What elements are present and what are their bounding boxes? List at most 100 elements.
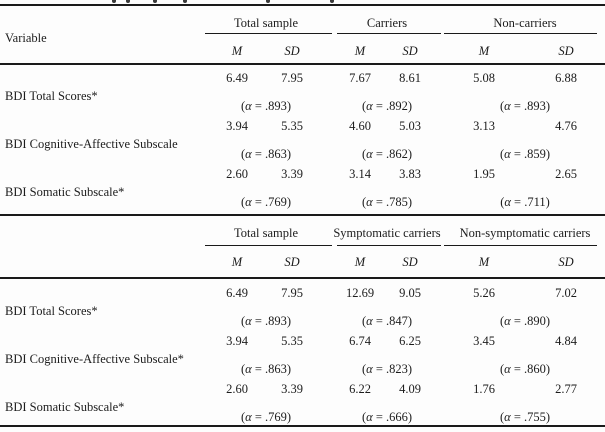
col-header-m: M: [231, 44, 243, 58]
header-bottom-rule: [0, 63, 605, 65]
cell-mean: 3.94: [226, 334, 248, 348]
table-row: BDI Cognitive-Affective Subscale* 3.94 5…: [0, 329, 605, 377]
cell-mean: 6.74: [349, 334, 371, 348]
row-label: BDI Total Scores*: [5, 304, 98, 318]
group-underline: [205, 33, 332, 34]
table-row: BDI Total Scores* 6.49 7.95 7.67 8.61 5.…: [0, 66, 605, 114]
cell-mean: 6.22: [349, 382, 371, 396]
group-header-total-sample: Total sample: [233, 16, 299, 30]
group-underline: [444, 33, 597, 34]
row-label: BDI Cognitive-Affective Subscale: [5, 137, 178, 151]
cell-mean: 12.69: [345, 286, 375, 300]
col-header-sd: SD: [284, 255, 300, 269]
cell-sd: 3.39: [281, 382, 303, 396]
cell-mean: 6.49: [226, 286, 248, 300]
cell-alpha: (α = .893): [499, 99, 551, 113]
cell-mean: 1.95: [473, 167, 495, 181]
cell-alpha: (α = .890): [499, 314, 551, 328]
cell-sd: 4.76: [555, 119, 577, 133]
cell-alpha: (α = .863): [240, 147, 292, 161]
col-header-sd: SD: [402, 44, 418, 58]
cell-sd: 8.61: [399, 71, 421, 85]
cell-sd: 9.05: [399, 286, 421, 300]
text-remnant-mark: [266, 0, 270, 3]
group-underline: [205, 245, 332, 246]
cell-sd: 7.95: [281, 71, 303, 85]
cell-mean: 3.14: [349, 167, 371, 181]
cell-mean: 5.26: [473, 286, 495, 300]
table-row: BDI Somatic Subscale* 2.60 3.39 6.22 4.0…: [0, 377, 605, 425]
cell-sd: 4.09: [399, 382, 421, 396]
row-label: BDI Total Scores*: [5, 89, 98, 103]
table-bottom-rule: [0, 425, 605, 427]
cell-sd: 2.77: [555, 382, 577, 396]
cell-alpha: (α = .893): [240, 99, 292, 113]
group-header-non-symptomatic-carriers: Non-symptomatic carriers: [459, 226, 591, 240]
cell-alpha: (α = .666): [361, 410, 413, 424]
cell-alpha: (α = .893): [240, 314, 292, 328]
cell-mean: 3.94: [226, 119, 248, 133]
cell-alpha: (α = .892): [361, 99, 413, 113]
header-bottom-rule: [0, 277, 605, 279]
cell-mean: 2.60: [226, 382, 248, 396]
cell-sd: 3.83: [399, 167, 421, 181]
group-header-symptomatic-carriers: Symptomatic carriers: [333, 226, 441, 240]
cell-sd: 3.39: [281, 167, 303, 181]
cell-alpha: (α = .711): [500, 195, 550, 209]
text-remnant-mark: [126, 0, 130, 3]
col-header-m: M: [354, 44, 366, 58]
group-header-non-carriers: Non-carriers: [493, 16, 557, 30]
col-header-sd: SD: [402, 255, 418, 269]
cell-mean: 2.60: [226, 167, 248, 181]
text-remnant-mark: [153, 0, 157, 3]
cell-sd: 5.35: [281, 334, 303, 348]
group-header-total-sample: Total sample: [233, 226, 299, 240]
col-header-m: M: [354, 255, 366, 269]
cell-alpha: (α = .862): [361, 147, 413, 161]
cell-sd: 6.25: [399, 334, 421, 348]
cell-sd: 7.02: [555, 286, 577, 300]
col-header-sd: SD: [284, 44, 300, 58]
cell-mean: 3.45: [473, 334, 495, 348]
col-header-sd: SD: [558, 255, 574, 269]
cell-alpha: (α = .755): [499, 410, 551, 424]
table-row: BDI Cognitive-Affective Subscale 3.94 5.…: [0, 114, 605, 162]
cell-sd: 2.65: [555, 167, 577, 181]
section-divider-rule: [0, 214, 605, 216]
cell-alpha: (α = .823): [361, 362, 413, 376]
cell-mean: 4.60: [349, 119, 371, 133]
cell-sd: 5.03: [399, 119, 421, 133]
cell-mean: 3.13: [473, 119, 495, 133]
cell-alpha: (α = .769): [240, 410, 292, 424]
text-remnant-mark: [183, 0, 187, 3]
cell-sd: 5.35: [281, 119, 303, 133]
cell-alpha: (α = .859): [499, 147, 551, 161]
col-header-sd: SD: [558, 44, 574, 58]
cell-alpha: (α = .785): [361, 195, 413, 209]
cell-mean: 6.49: [226, 71, 248, 85]
col-header-m: M: [231, 255, 243, 269]
table-top-rule: [0, 4, 605, 6]
col-header-m: M: [478, 255, 490, 269]
variable-column-header: Variable: [5, 31, 47, 45]
cell-alpha: (α = .860): [499, 362, 551, 376]
cell-mean: 1.76: [473, 382, 495, 396]
cell-alpha: (α = .863): [240, 362, 292, 376]
text-remnant-mark: [112, 0, 116, 3]
cell-sd: 7.95: [281, 286, 303, 300]
table-row: BDI Somatic Subscale* 2.60 3.39 3.14 3.8…: [0, 162, 605, 210]
row-label: BDI Somatic Subscale*: [5, 400, 125, 414]
group-header-carriers: Carriers: [366, 16, 408, 30]
cell-mean: 5.08: [473, 71, 495, 85]
row-label: BDI Somatic Subscale*: [5, 185, 125, 199]
table-row: BDI Total Scores* 6.49 7.95 12.69 9.05 5…: [0, 281, 605, 329]
text-remnant-mark: [330, 0, 334, 3]
group-underline: [337, 245, 441, 246]
cell-alpha: (α = .769): [240, 195, 292, 209]
col-header-m: M: [478, 44, 490, 58]
cell-alpha: (α = .847): [361, 314, 413, 328]
cell-sd: 6.88: [555, 71, 577, 85]
cell-mean: 7.67: [349, 71, 371, 85]
group-underline: [444, 245, 597, 246]
